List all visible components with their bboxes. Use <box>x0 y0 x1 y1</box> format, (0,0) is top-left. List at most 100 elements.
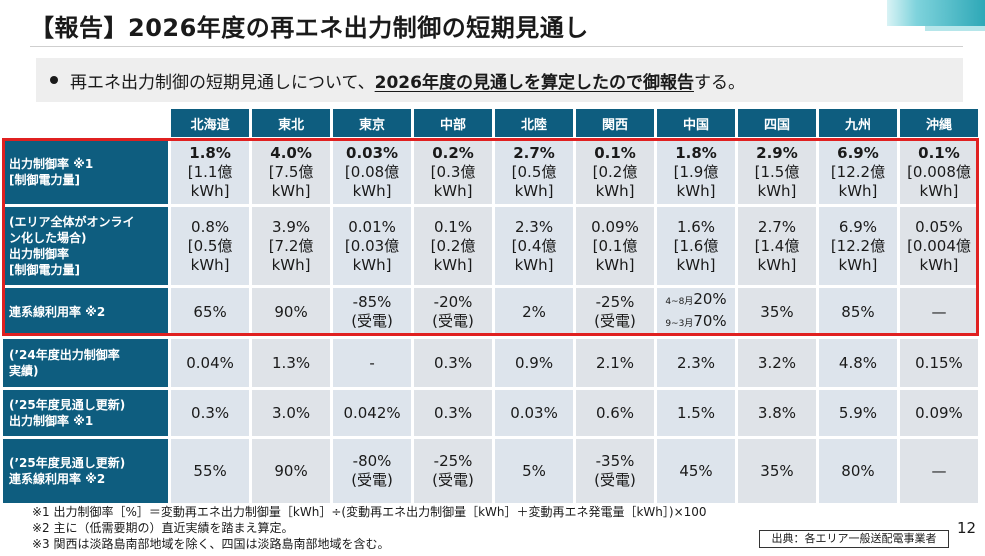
period-label: 9~3月 <box>665 319 694 329</box>
cell-value: 2% <box>522 302 546 321</box>
cell-value: 0.042% <box>343 403 401 422</box>
title-divider <box>30 46 963 47</box>
cell-sub: [0.5億 <box>511 162 557 181</box>
cell-sub: kWh] <box>757 181 797 200</box>
table-cell: 2% <box>495 288 574 336</box>
table-cell: 0.042% <box>333 390 412 436</box>
cell-value: 90% <box>274 302 308 321</box>
cell-value: 3.8% <box>757 403 797 422</box>
table-row: (’25年度見通し更新) 連系線利用率 ※2 55% 90% -80% (受電) -25%(… <box>3 439 978 503</box>
table-header-row: 北海道 東北 東京 中部 北陸 関西 中国 四国 九州 沖縄 <box>3 109 978 137</box>
cell-value: 0.3% <box>433 403 473 422</box>
row-label-line: 実績) <box>9 364 39 378</box>
cell-value: 0.6% <box>595 403 635 422</box>
cell-value: 0.05% <box>915 217 963 236</box>
cell-value: 85% <box>841 302 875 321</box>
cell-sub: kWh] <box>433 255 473 274</box>
cell-value: 1.8% <box>189 143 231 162</box>
cell-value: 3.0% <box>272 403 311 422</box>
area-header: 東京 <box>333 109 412 137</box>
table-header-corner <box>3 109 169 137</box>
cell-value: 0.9% <box>514 353 554 372</box>
table-cell: -80% (受電) <box>333 439 412 503</box>
cell-value: 2.1% <box>595 353 635 372</box>
cell-value: 0.1% <box>433 217 473 236</box>
cell-sub: [0.008億 <box>907 162 971 181</box>
row-label-line: [制御電力量] <box>9 263 80 277</box>
bullet-prefix: 再エネ出力制御の短期見通しについて、 <box>70 72 375 93</box>
cell-value: 0.1% <box>594 143 636 162</box>
cell-sub: [0.3億 <box>430 162 476 181</box>
table-cell: - <box>333 339 412 387</box>
table-cell: 2.3% <box>657 339 735 387</box>
row-label: 連系線利用率 ※2 <box>3 288 169 336</box>
table-cell: -25% (受電) <box>414 439 493 503</box>
table-cell: 4.0% [7.5億 kWh] <box>252 140 331 204</box>
cell-sub: [0.4億 <box>511 236 557 255</box>
period-line: 9~3月70% <box>659 312 733 334</box>
source-label: 出典：各エリア一般送配電事業者 <box>759 530 949 548</box>
cell-value: 2.3% <box>676 353 716 372</box>
table-cell: -85% (受電) <box>333 288 412 336</box>
row-label-line: 連系線利用率 ※2 <box>9 305 106 319</box>
table-cell: 0.6% <box>576 390 654 436</box>
cell-value: 35% <box>760 302 794 321</box>
cell-value: 0.8% <box>191 217 230 236</box>
cell-sub: (受電) <box>351 312 393 330</box>
cell-sub: (受電) <box>594 471 636 489</box>
table-cell: 0.15% <box>899 339 978 387</box>
period-line: 4~8月20% <box>659 290 733 312</box>
cell-value: 0.09% <box>591 217 639 236</box>
cell-sub: kWh] <box>352 255 392 274</box>
table-cell: 0.1% [0.2億 kWh] <box>414 207 493 285</box>
row-label: (’25年度見通し更新) 連系線利用率 ※2 <box>3 439 169 503</box>
table-cell: 35% <box>737 288 816 336</box>
table-cell: -25% (受電) <box>576 288 654 336</box>
table-cell: 3.9% [7.2億 kWh] <box>252 207 331 285</box>
cell-value: 2.7% <box>513 143 555 162</box>
table-cell: 0.9% <box>495 339 574 387</box>
cell-value: — <box>931 302 947 321</box>
cell-value: 2.9% <box>756 143 798 162</box>
table-cell: 90% <box>252 439 331 503</box>
table-cell: 0.05% [0.004億 kWh] <box>899 207 978 285</box>
bullet-dot-icon <box>50 76 58 84</box>
table-cell: 0.1% [0.2億 kWh] <box>576 140 654 204</box>
table-cell: 4~8月20% 9~3月70% <box>657 288 735 336</box>
cell-value: 5% <box>522 461 546 480</box>
row-label-line: (’25年度見通し更新) <box>9 398 126 412</box>
cell-sub: kWh] <box>757 255 797 274</box>
cell-sub: (受電) <box>432 312 474 330</box>
cell-sub: [0.004億 <box>907 236 971 255</box>
table-row: (’24年度出力制御率 実績) 0.04% 1.3% - 0.3% 0.9% 2.1% 2.3%… <box>3 339 978 387</box>
row-label-line: 出力制御率 ※1 <box>9 157 94 171</box>
period-value: 20% <box>693 290 727 308</box>
table-cell: 2.3% [0.4億 kWh] <box>495 207 574 285</box>
table-cell: 35% <box>737 439 816 503</box>
cell-value: — <box>931 461 947 480</box>
area-header: 九州 <box>818 109 897 137</box>
row-label-line: 出力制御率 <box>9 247 70 261</box>
area-header: 四国 <box>737 109 816 137</box>
table-cell: 1.6% [1.6億 kWh] <box>657 207 735 285</box>
cell-value: 1.5% <box>676 403 716 422</box>
cell-value: - <box>369 353 375 372</box>
table-cell: 1.3% <box>252 339 331 387</box>
cell-value: 0.3% <box>191 403 230 422</box>
table-cell: 0.09% <box>899 390 978 436</box>
table-cell: 3.8% <box>737 390 816 436</box>
table-cell: 90% <box>252 288 331 336</box>
row-label-line: (エリア全体がオンライ <box>9 215 135 229</box>
cell-sub: kWh] <box>190 255 230 274</box>
row-label: (’24年度出力制御率 実績) <box>3 339 169 387</box>
cell-sub: kWh] <box>514 255 554 274</box>
row-label-line: 連系線利用率 ※2 <box>9 472 106 486</box>
cell-value: 1.3% <box>272 353 311 372</box>
cell-value: 55% <box>193 461 227 480</box>
table-cell: 6.9% [12.2億 kWh] <box>818 140 897 204</box>
table-cell: 0.04% <box>171 339 250 387</box>
cell-value: 1.6% <box>676 217 716 236</box>
title-accent-bar-lower <box>925 26 985 31</box>
cell-sub: [7.2億 <box>268 236 314 255</box>
footnote-3: ※3 関西は淡路島南部地域を除く、四国は淡路島南部地域を含む。 <box>32 537 390 551</box>
